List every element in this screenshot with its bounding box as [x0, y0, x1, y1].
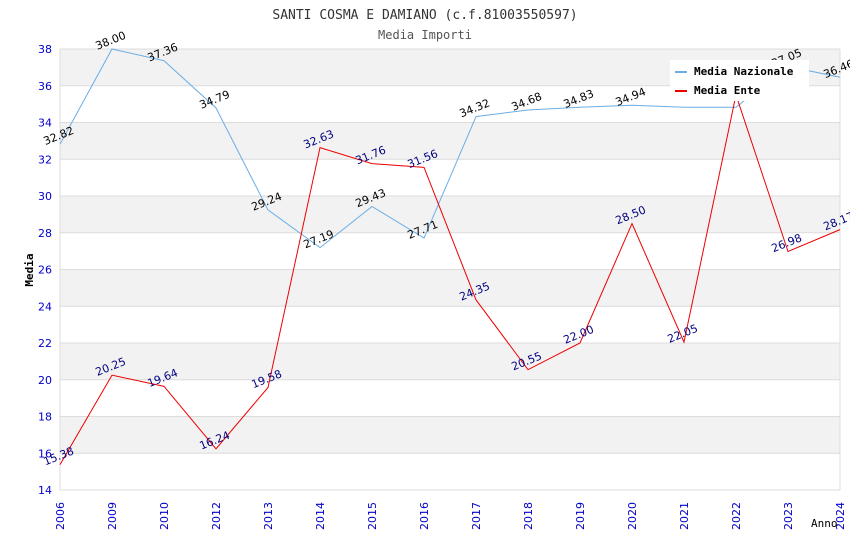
y-tick-label: 28: [38, 227, 52, 240]
plot-band: [60, 196, 840, 233]
x-tick-label: 2006: [54, 502, 67, 530]
x-tick-label: 2017: [470, 502, 483, 530]
plot-band: [60, 379, 840, 417]
x-tick-label: 2020: [626, 502, 639, 530]
x-tick-label: 2021: [678, 502, 691, 530]
plot-band: [60, 453, 840, 490]
plot-band: [60, 269, 840, 307]
x-tick-label: 2013: [262, 502, 275, 530]
series-line-media-nazionale: [59, 48, 841, 249]
x-tick-label: 2015: [366, 502, 379, 530]
y-tick-label: 18: [38, 411, 52, 424]
x-tick-label: 2009: [106, 502, 119, 530]
x-axis-label: Anno: [811, 517, 838, 530]
y-tick-label: 16: [38, 447, 52, 460]
y-axis-label: Media: [23, 253, 36, 286]
y-tick-label: 20: [38, 374, 52, 387]
x-tick-label: 2018: [522, 502, 535, 530]
legend-label-media-nazionale: Media Nazionale: [694, 65, 794, 78]
x-tick-label: 2014: [314, 502, 327, 530]
legend-label-media-ente: Media Ente: [694, 84, 761, 97]
chart-subtitle: Media Importi: [378, 28, 472, 42]
plot-band: [60, 232, 840, 270]
x-tick-label: 2023: [782, 502, 795, 530]
y-tick-label: 26: [38, 264, 52, 277]
legend: Media Nazionale Media Ente: [670, 60, 809, 101]
plot-background: [60, 49, 840, 490]
y-tick-label: 34: [38, 117, 52, 130]
x-tick-label: 2016: [418, 502, 431, 530]
plot-band: [60, 416, 840, 454]
grid: [60, 48, 840, 491]
y-tick-label: 24: [38, 300, 52, 313]
plot-band: [60, 306, 840, 343]
series-line-media-ente: [59, 93, 841, 465]
y-tick-label: 30: [38, 190, 52, 203]
series-lines: [59, 48, 841, 465]
y-tick-label: 32: [38, 153, 52, 166]
y-tick-label: 14: [38, 484, 52, 497]
y-tick-label: 36: [38, 80, 52, 93]
x-tick-label: 2022: [730, 502, 743, 530]
x-tick-label: 2024: [834, 502, 847, 530]
plot-band: [60, 343, 840, 380]
plot-band: [60, 122, 840, 160]
chart-title: SANTI COSMA E DAMIANO (c.f.81003550597): [272, 8, 577, 23]
x-tick-label: 2012: [210, 502, 223, 530]
x-tick-label: 2010: [158, 502, 171, 530]
y-tick-label: 22: [38, 337, 52, 350]
legend-box: [670, 60, 809, 101]
x-tick-label: 2019: [574, 502, 587, 530]
y-tick-label: 38: [38, 43, 52, 56]
